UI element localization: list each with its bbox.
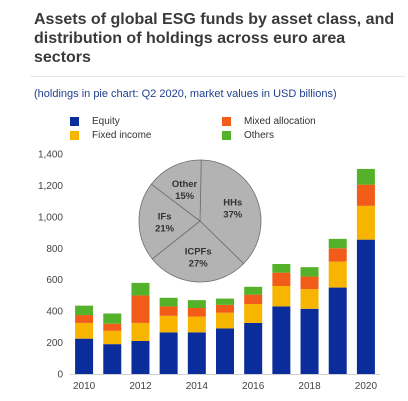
pie-value-icpfs: 27% [189, 258, 209, 269]
legend-label-others: Others [244, 130, 275, 141]
bar-mixed-allocation-2013 [159, 306, 178, 316]
pie-label-icpfs: ICPFs [185, 246, 212, 257]
bar-others-2018 [300, 267, 319, 277]
bar-fixed-income-2012 [131, 322, 150, 341]
bar-equity-2020 [356, 239, 375, 374]
x-tick-label: 2010 [73, 381, 96, 392]
pie-label-ifs: IFs [158, 211, 172, 222]
x-tick-label: 2018 [298, 381, 321, 392]
pie-slice-other [150, 159, 202, 222]
legend-swatch-fixed-income [70, 131, 79, 140]
bar-others-2017 [272, 264, 291, 273]
bar-equity-2011 [103, 344, 122, 374]
x-tick-label: 2020 [355, 381, 378, 392]
bar-fixed-income-2015 [216, 312, 234, 329]
bar-fixed-income-2016 [244, 304, 263, 323]
bar-mixed-allocation-2018 [300, 276, 319, 290]
bar-equity-2014 [187, 332, 206, 374]
legend-label-equity: Equity [92, 116, 120, 127]
y-tick-label: 0 [57, 370, 63, 381]
bar-others-2011 [103, 313, 122, 324]
bar-mixed-allocation-2012 [131, 295, 150, 323]
chart-subtitle: (holdings in pie chart: Q2 2020, market … [34, 88, 337, 100]
bar-mixed-allocation-2020 [356, 184, 375, 206]
x-tick-label: 2014 [186, 381, 209, 392]
pie-value-ifs: 21% [155, 223, 175, 234]
bar-others-2016 [244, 286, 263, 295]
x-tick-label: 2012 [129, 381, 152, 392]
legend-swatch-others [222, 131, 231, 140]
y-axis: 0 200 400 600 800 1,000 1,200 1,400 [38, 150, 63, 381]
bar-mixed-allocation-2019 [328, 248, 347, 262]
legend-item-equity: Equity [70, 116, 120, 127]
bar-equity-2018 [300, 308, 319, 374]
bar-mixed-allocation-2016 [244, 294, 263, 305]
bar-others-2014 [187, 300, 206, 308]
bar-mixed-allocation-2014 [187, 308, 206, 317]
y-tick-label: 200 [46, 338, 63, 349]
bar-mixed-allocation-2010 [75, 315, 94, 323]
y-tick-label: 800 [46, 244, 63, 255]
bar-equity-2019 [328, 287, 347, 374]
bar-equity-2016 [244, 322, 263, 374]
pie-label-hhs: HHs [223, 198, 242, 209]
bar-others-2015 [216, 298, 234, 305]
legend-swatch-equity [70, 117, 79, 126]
pie-value-other: 15% [175, 191, 195, 202]
bar-fixed-income-2011 [103, 330, 122, 345]
bar-fixed-income-2018 [300, 289, 319, 309]
bar-mixed-allocation-2011 [103, 323, 122, 331]
bar-others-2019 [328, 238, 347, 249]
legend-item-fixed-income: Fixed income [70, 130, 151, 141]
bar-fixed-income-2014 [187, 316, 206, 333]
y-tick-label: 1,200 [38, 181, 63, 192]
x-axis: 2010 2012 2014 2016 2018 2020 [70, 374, 380, 392]
bar-mixed-allocation-2017 [272, 272, 291, 286]
bars [75, 168, 375, 374]
bar-equity-2013 [159, 332, 178, 374]
legend-swatch-mixed-allocation [222, 117, 231, 126]
bar-others-2010 [75, 305, 94, 316]
pie-slice-icpfs [151, 220, 245, 283]
y-tick-label: 400 [46, 307, 63, 318]
bar-mixed-allocation-2015 [216, 304, 234, 313]
bar-equity-2010 [75, 338, 94, 374]
y-tick-label: 600 [46, 275, 63, 286]
title-divider [30, 76, 405, 77]
pie-slice-ifs [138, 183, 201, 260]
legend-label-fixed-income: Fixed income [92, 130, 152, 141]
legend-item-others: Others [222, 130, 274, 141]
bar-equity-2012 [131, 341, 150, 374]
pie-value-hhs: 37% [223, 210, 243, 221]
pie-label-other: Other [172, 179, 198, 190]
bar-others-2013 [159, 297, 178, 307]
bar-fixed-income-2019 [328, 261, 347, 288]
bar-others-2020 [356, 168, 375, 185]
bar-fixed-income-2010 [75, 322, 94, 339]
bar-fixed-income-2017 [272, 286, 291, 307]
legend-label-mixed-allocation: Mixed allocation [244, 116, 316, 127]
bar-others-2012 [131, 282, 150, 296]
bar-fixed-income-2020 [356, 205, 375, 240]
y-tick-label: 1,400 [38, 150, 63, 161]
y-tick-label: 1,000 [38, 212, 63, 223]
bar-fixed-income-2013 [159, 315, 178, 333]
x-tick-label: 2016 [242, 381, 265, 392]
bar-equity-2015 [216, 328, 234, 374]
legend-item-mixed-allocation: Mixed allocation [222, 116, 316, 127]
bar-equity-2017 [272, 306, 291, 374]
pie-slice-hhs [199, 159, 262, 265]
chart-title: Assets of global ESG funds by asset clas… [34, 11, 395, 66]
